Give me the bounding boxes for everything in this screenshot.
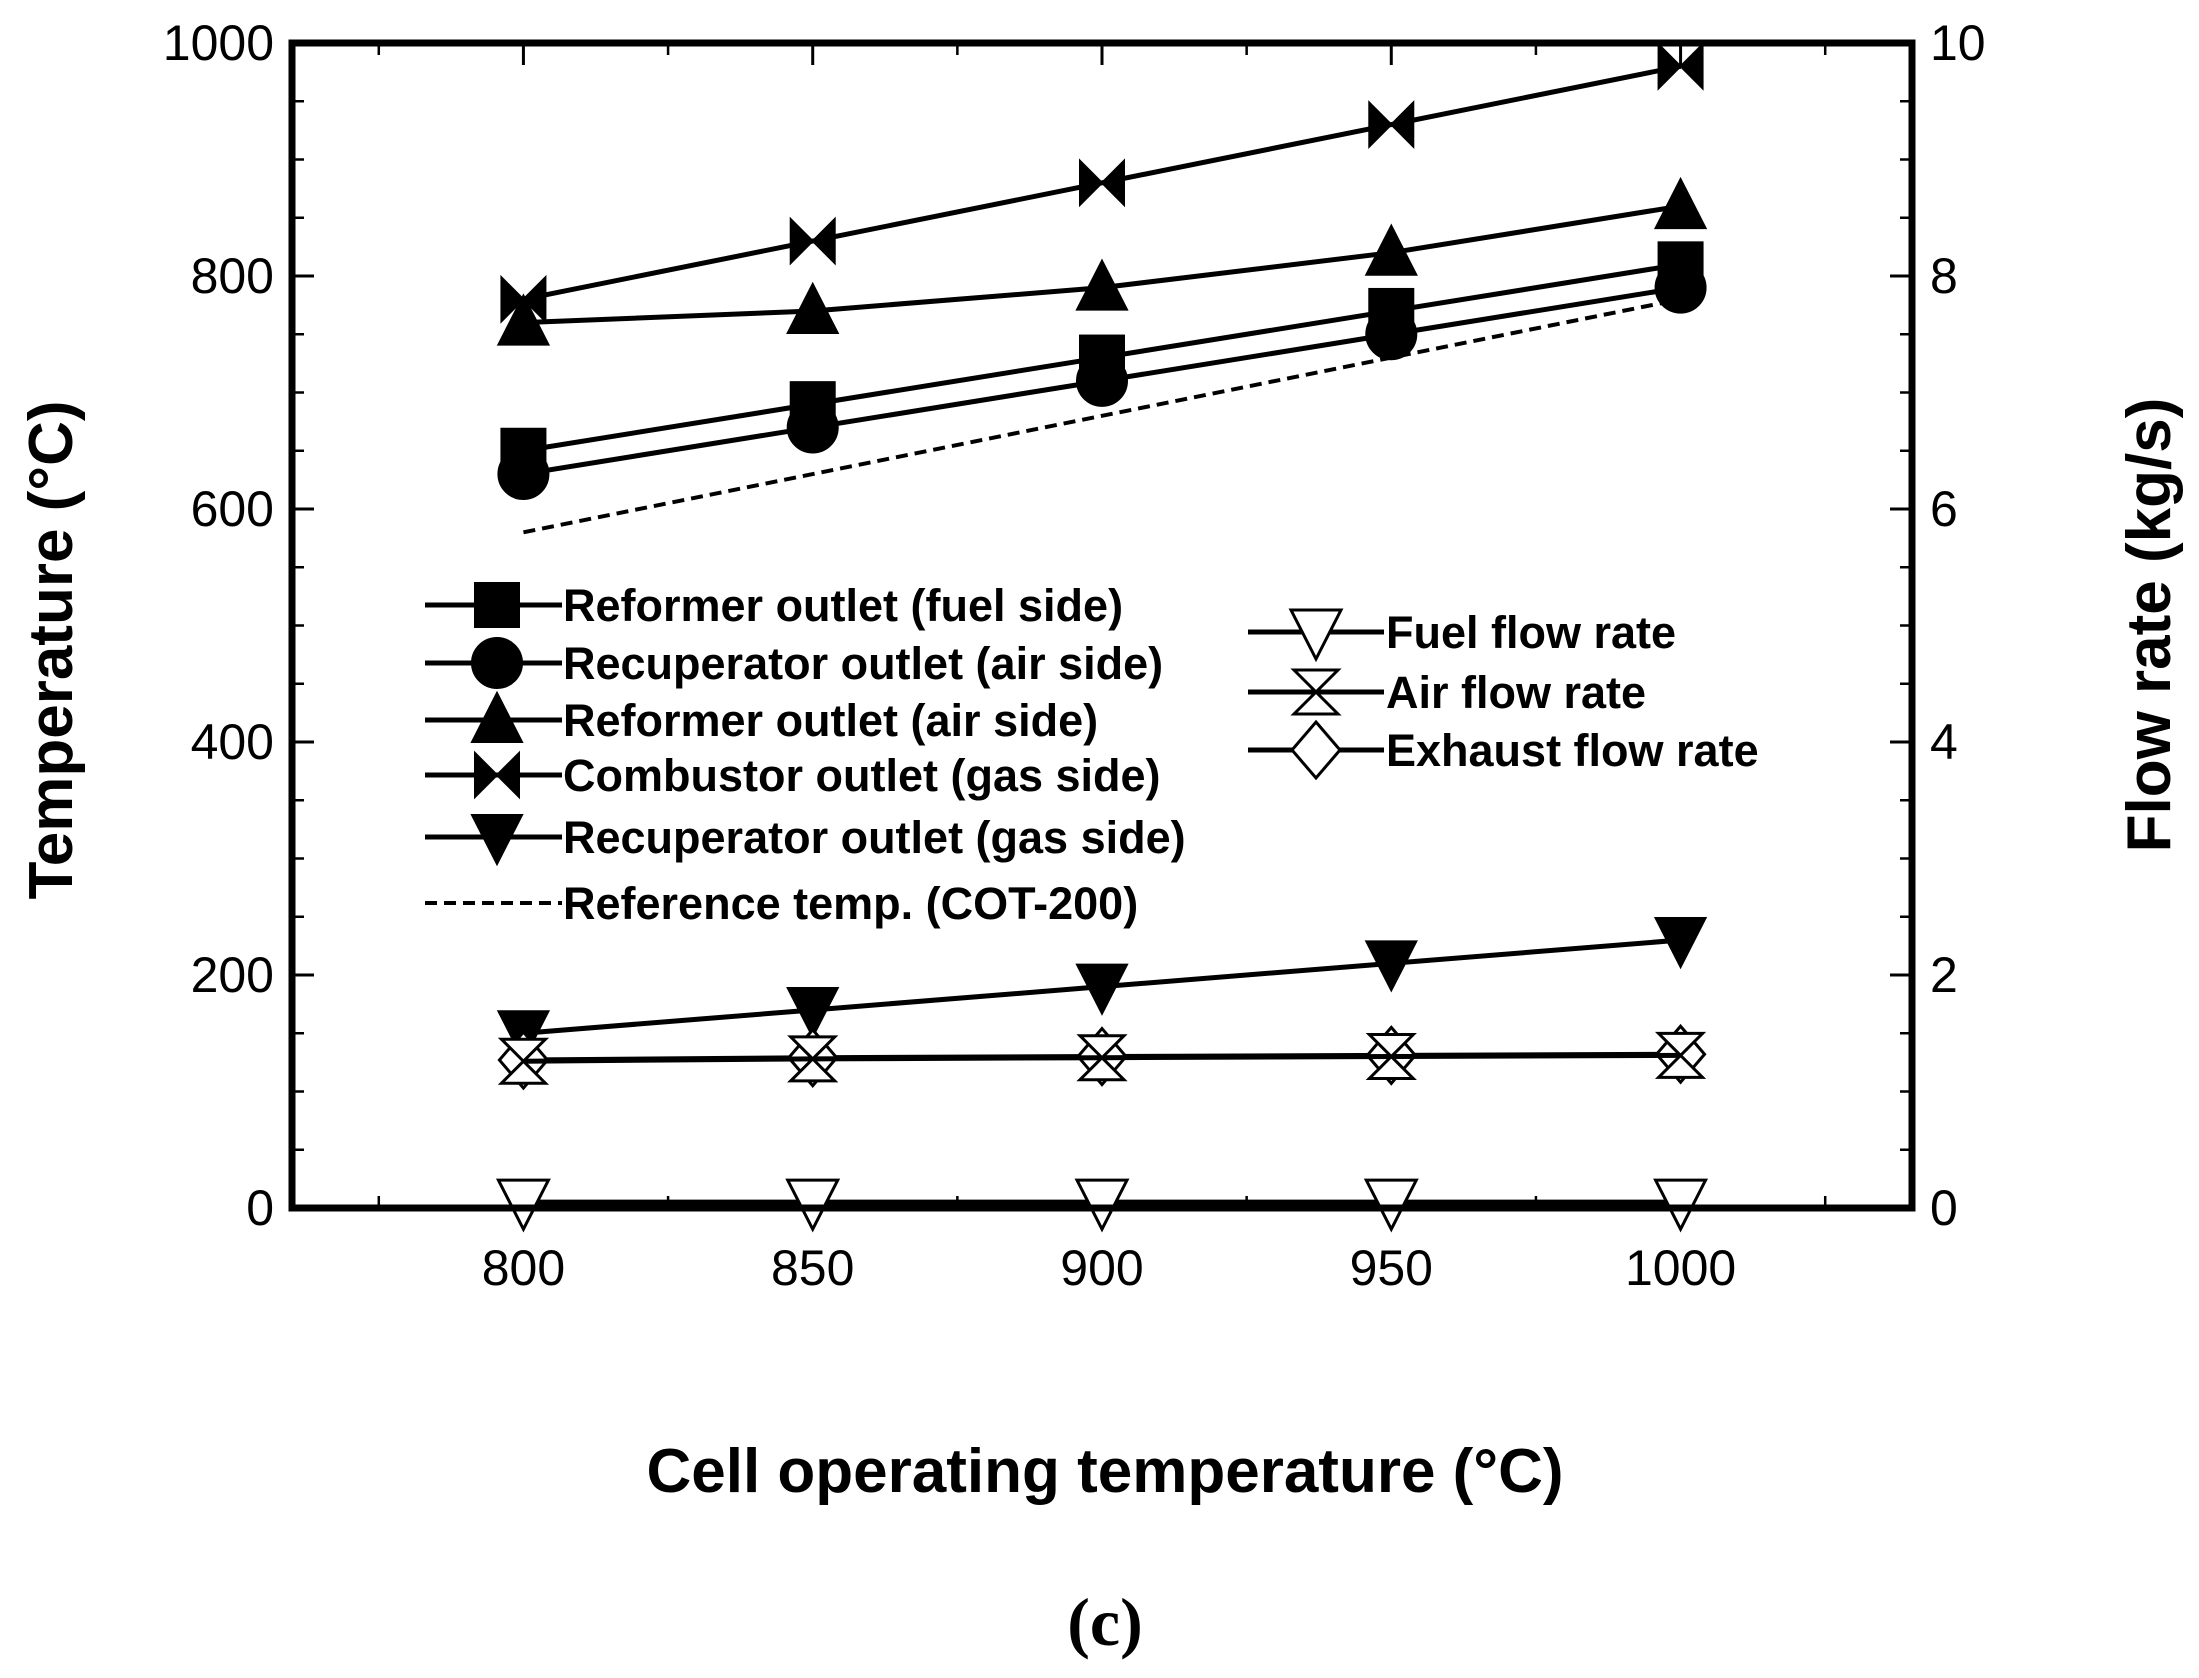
legend-entry: Recuperator outlet (gas side)	[425, 812, 1186, 867]
data-point	[1075, 258, 1129, 311]
legend-marker	[471, 637, 523, 689]
x-tick-label: 800	[482, 1240, 565, 1296]
data-point	[1364, 940, 1418, 993]
data-point	[786, 281, 840, 334]
data-point	[1653, 917, 1708, 970]
data-point	[1654, 261, 1707, 314]
legend-marker	[1288, 608, 1344, 663]
x-tick-label: 1000	[1625, 1240, 1736, 1296]
data-point	[786, 401, 839, 454]
legend-entry: Reference temp. (COT-200)	[425, 878, 1138, 929]
series-combustor-outlet-gas-side	[500, 41, 1704, 324]
y-tick-label: 0	[246, 1180, 274, 1236]
data-point	[500, 274, 547, 324]
figure-caption: (c)	[1067, 1584, 1142, 1660]
series-reference-temp-cot-200	[523, 297, 1681, 535]
y-axis-title: Temperature (°C)	[17, 400, 86, 899]
series-line	[523, 297, 1681, 535]
plot-frame	[288, 39, 1916, 1212]
legend-entry: Recuperator outlet (air side)	[425, 637, 1163, 689]
data-point	[1657, 41, 1704, 91]
legend-marker	[470, 814, 524, 867]
y2-tick-label: 0	[1930, 1180, 1958, 1236]
legend-layer: Reformer outlet (fuel side) Recuperator o…	[425, 580, 1759, 929]
data-point	[1653, 176, 1708, 230]
x-tick-label: 950	[1350, 1240, 1433, 1296]
legend-label: Reformer outlet (air side)	[563, 695, 1098, 746]
x-axis-title: Cell operating temperature (°C)	[646, 1437, 1563, 1506]
data-point	[1079, 158, 1125, 208]
data-point	[789, 216, 836, 266]
data-point	[1368, 100, 1415, 149]
y-tick-label: 200	[191, 947, 274, 1003]
y2-tick-label: 4	[1930, 714, 1958, 770]
data-point	[497, 1037, 550, 1085]
y2-axis-title: Flow rate (kg/s)	[2115, 398, 2184, 853]
legend-entry: Exhaust flow rate	[1248, 719, 1759, 781]
data-point	[497, 448, 550, 501]
legend-marker	[470, 690, 524, 743]
y2-tick-label: 6	[1930, 481, 1958, 537]
legend-marker	[1290, 719, 1342, 781]
data-point	[1076, 1034, 1128, 1082]
ticks-layer: 0 200 400 600 800 1000 0 2 4 6 8 10 800 850 900 950 1000	[163, 15, 1986, 1296]
data-point	[1364, 223, 1418, 276]
legend-entry: Reformer outlet (air side)	[425, 690, 1098, 746]
legend-label: Fuel flow rate	[1386, 607, 1676, 658]
legend-label: Recuperator outlet (air side)	[563, 638, 1163, 689]
legend-entry: Reformer outlet (fuel side)	[425, 580, 1123, 631]
data-point	[787, 1035, 839, 1083]
x-tick-label: 850	[771, 1240, 854, 1296]
legend-entry: Fuel flow rate	[1248, 607, 1676, 663]
legend-label: Reference temp. (COT-200)	[563, 878, 1138, 929]
y-tick-label: 800	[191, 248, 274, 304]
x-tick-label: 900	[1060, 1240, 1143, 1296]
data-point	[786, 986, 840, 1040]
y2-tick-label: 10	[1930, 15, 1986, 71]
y-tick-label: 600	[191, 481, 274, 537]
data-point	[1365, 1033, 1417, 1081]
legend-marker	[1290, 668, 1342, 716]
y-tick-label: 400	[191, 714, 274, 770]
y2-tick-label: 2	[1930, 947, 1958, 1003]
legend-label: Recuperator outlet (gas side)	[563, 812, 1186, 863]
y-tick-label: 1000	[163, 15, 274, 71]
data-point	[1654, 1031, 1707, 1079]
series-recuperator-outlet-air-side	[497, 261, 1707, 501]
series-layer	[495, 41, 1709, 1233]
y2-tick-label: 8	[1930, 248, 1958, 304]
legend-label: Combustor outlet (gas side)	[563, 750, 1161, 801]
data-point	[496, 293, 551, 346]
legend-marker	[474, 750, 520, 800]
series-reformer-outlet-air-side	[496, 176, 1708, 346]
legend-entry: Combustor outlet (gas side)	[425, 750, 1161, 801]
series-recuperator-outlet-gas-side	[496, 917, 1708, 1063]
legend-label: Exhaust flow rate	[1386, 725, 1759, 776]
series-air-flow-rate	[497, 1031, 1707, 1085]
data-point	[1365, 308, 1418, 361]
data-point	[1076, 354, 1128, 407]
legend-label: Reformer outlet (fuel side)	[563, 580, 1123, 631]
data-point	[1075, 963, 1129, 1016]
legend-marker	[474, 582, 520, 628]
legend-label: Air flow rate	[1386, 667, 1646, 718]
legend-entry: Air flow rate	[1248, 667, 1646, 718]
